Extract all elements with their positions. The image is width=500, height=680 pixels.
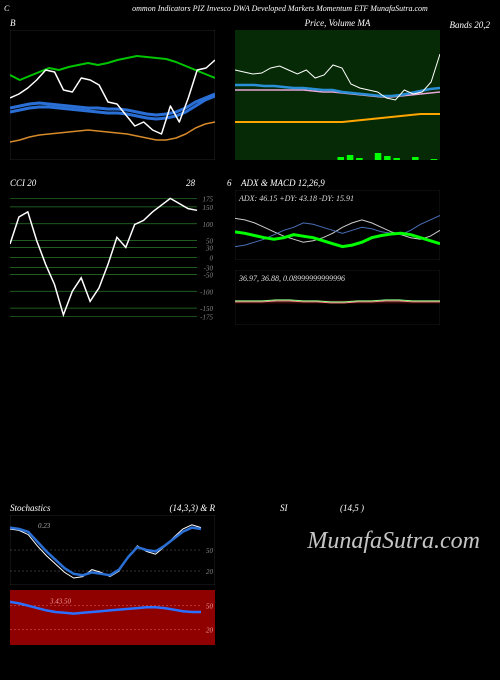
bands-text: Bands 20,2 xyxy=(450,20,491,30)
svg-text:-150: -150 xyxy=(200,305,213,313)
panel-cci: CCI 20 28 17515010050300-30-50-100-150-1… xyxy=(10,190,215,325)
cci-title-text: CCI 20 xyxy=(10,178,36,188)
stoch-title-left: Stochastics xyxy=(10,503,51,513)
bands-label: Bands 20,2 xyxy=(450,20,491,30)
panel-cci-title: CCI 20 28 xyxy=(10,178,215,188)
panel-macd: 36.97, 36.88, 0.08999999999996 xyxy=(235,270,440,325)
header-center: ommon Indicators PIZ Invesco DWA Develop… xyxy=(100,4,460,13)
panel-stoch-title: Stochastics (14,3,3) & R xyxy=(10,503,215,513)
panel-price-title: Price, Volume MA xyxy=(235,18,440,28)
svg-text:0: 0 xyxy=(210,255,214,263)
panel-rsi: 50 20 3.43.50 xyxy=(10,590,215,645)
svg-text:50: 50 xyxy=(206,547,214,555)
panel-bollinger: B xyxy=(10,30,215,160)
panel-b-title: B xyxy=(10,18,215,28)
adx-prefix: 6 xyxy=(227,178,232,188)
chart-cci: 17515010050300-30-50-100-150-175 xyxy=(10,190,215,325)
svg-text:30: 30 xyxy=(205,244,214,252)
svg-text:-50: -50 xyxy=(204,271,214,279)
adx-title-text: ADX & MACD 12,26,9 xyxy=(241,178,325,188)
panel-stochastics: Stochastics (14,3,3) & R 50200.23 xyxy=(10,515,215,585)
svg-text:0.23: 0.23 xyxy=(38,522,51,530)
svg-text:ADX: 46.15 +DY: 43.18 -DY: 1: ADX: 46.15 +DY: 43.18 -DY: 15.91 xyxy=(238,194,354,203)
chart-stochastics: 50 20 0.23 xyxy=(10,515,215,585)
svg-text:175: 175 xyxy=(203,195,214,203)
header-left: C xyxy=(4,4,9,13)
rsi-params: (14,5 ) xyxy=(340,503,364,513)
cci-annot: 28 xyxy=(186,178,195,188)
chart-macd: 36.97, 36.88, 0.08999999999996 xyxy=(235,270,440,325)
chart-price xyxy=(235,30,440,160)
stoch-title-mid: (14,3,3) & R xyxy=(170,503,216,513)
svg-text:-100: -100 xyxy=(200,288,213,296)
price-title-3: MA xyxy=(355,18,370,28)
svg-text:20: 20 xyxy=(206,568,214,576)
svg-text:3.43.50: 3.43.50 xyxy=(49,598,72,606)
svg-text:150: 150 xyxy=(203,204,214,212)
panel-price: Price, Volume MA xyxy=(235,30,440,160)
chart-rsi: 50 20 3.43.50 xyxy=(10,590,215,645)
svg-text:36.97, 36.88, 0.089999999999: 36.97, 36.88, 0.08999999999996 xyxy=(238,274,345,283)
rsi-label: SI xyxy=(280,503,288,513)
svg-text:-175: -175 xyxy=(200,314,213,322)
watermark: MunafaSutra.com xyxy=(307,528,480,555)
panel-adx: 6 ADX & MACD 12,26,9 ADX: 46.15 +DY: 43.… xyxy=(235,190,440,260)
chart-adx: ADX: 46.15 +DY: 43.18 -DY: 15.91 xyxy=(235,190,440,260)
chart-bollinger xyxy=(10,30,215,160)
svg-text:50: 50 xyxy=(206,603,214,611)
price-title-1: Price, xyxy=(305,18,329,28)
price-title-2: Volume xyxy=(329,18,356,28)
svg-text:100: 100 xyxy=(203,221,214,229)
svg-text:20: 20 xyxy=(206,626,214,634)
panel-b-title-text: B xyxy=(10,18,16,28)
